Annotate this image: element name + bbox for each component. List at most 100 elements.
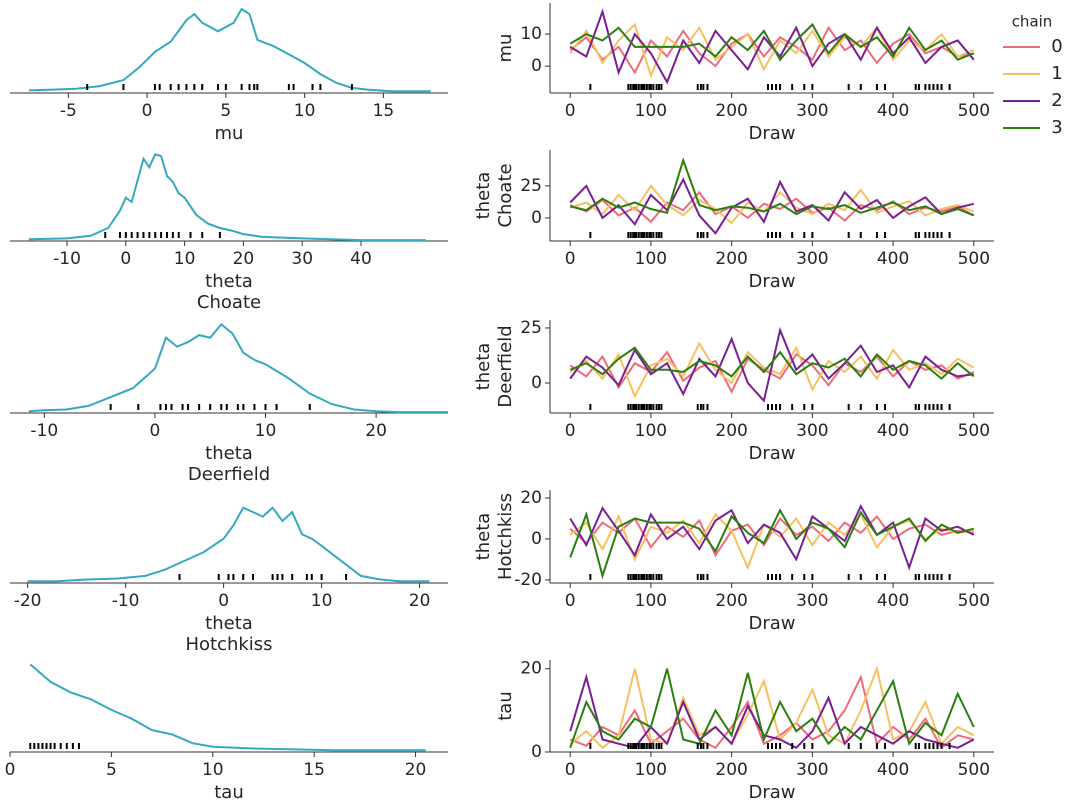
x-tick-label: 0 (120, 249, 131, 269)
trace-line (569, 190, 975, 224)
x-tick-label: 30 (291, 249, 313, 269)
x-tick-label: 100 (635, 421, 667, 441)
y-tick-label: 20 (520, 488, 542, 508)
trace-line (569, 326, 974, 403)
x-tick-label: 500 (958, 101, 990, 121)
y-axis-label: theta (473, 172, 494, 220)
x-tick-label: 40 (350, 249, 372, 269)
x-tick-label: 100 (635, 591, 667, 611)
y-tick-label: 20 (520, 659, 542, 679)
trace-line (569, 674, 975, 750)
density-line (29, 663, 426, 752)
x-tick-label: 20 (409, 591, 431, 611)
x-axis-label: Draw (748, 613, 795, 634)
x-tick-label: 10 (294, 101, 316, 121)
trace-line (569, 504, 975, 571)
y-tick-label: 0 (531, 208, 542, 228)
x-axis-label: Draw (748, 782, 795, 803)
y-tick-label: 0 (531, 373, 542, 393)
x-axis-label: Draw (748, 271, 795, 292)
x-axis-label: theta (205, 443, 253, 464)
legend-label: 3 (1051, 117, 1062, 138)
y-axis-label: mu (495, 34, 516, 63)
x-tick-label: 0 (142, 101, 153, 121)
x-tick-label: -5 (60, 101, 77, 121)
y-tick-label: 10 (520, 24, 542, 44)
x-tick-label: 0 (565, 249, 576, 269)
trace-line (569, 22, 975, 79)
x-tick-label: 200 (715, 421, 747, 441)
legend-title: chain (1012, 13, 1053, 31)
trace-line (569, 512, 974, 571)
x-axis-label: theta (205, 271, 253, 292)
density-line (27, 506, 430, 583)
y-tick-label: 25 (520, 318, 542, 338)
x-tick-label: 300 (796, 101, 828, 121)
x-axis-label: tau (214, 782, 244, 803)
y-axis-label: theta (473, 343, 494, 391)
y-axis-label: Hotchkiss (495, 493, 516, 580)
density-line (28, 323, 448, 414)
x-tick-label: 100 (635, 249, 667, 269)
y-tick-label: 0 (531, 529, 542, 549)
x-tick-label: -20 (14, 591, 42, 611)
x-tick-label: 200 (715, 249, 747, 269)
x-tick-label: 200 (715, 101, 747, 121)
x-tick-label: 400 (877, 591, 909, 611)
x-tick-label: 0 (5, 760, 16, 780)
x-tick-label: 300 (796, 760, 828, 780)
x-tick-label: 400 (877, 760, 909, 780)
x-axis-label: Choate (197, 292, 261, 313)
x-tick-label: 300 (796, 591, 828, 611)
x-tick-label: 300 (796, 249, 828, 269)
x-tick-label: 0 (218, 591, 229, 611)
x-tick-label: -10 (53, 249, 81, 269)
x-tick-label: 500 (958, 421, 990, 441)
legend-label: 2 (1051, 90, 1062, 111)
x-tick-label: 200 (715, 760, 747, 780)
x-tick-label: 20 (365, 421, 387, 441)
x-tick-label: 10 (202, 760, 224, 780)
y-tick-label: -20 (514, 570, 542, 590)
trace-line (569, 341, 975, 399)
y-axis-label: Choate (495, 163, 516, 227)
y-tick-label: 0 (531, 56, 542, 76)
x-axis-label: Deerfield (188, 464, 270, 485)
y-tick-label: 25 (520, 176, 542, 196)
x-tick-label: 500 (958, 760, 990, 780)
x-axis-label: theta (205, 613, 253, 634)
x-tick-label: 100 (635, 760, 667, 780)
x-axis-label: Draw (748, 443, 795, 464)
x-tick-label: 100 (635, 101, 667, 121)
trace-line (569, 665, 975, 750)
x-tick-label: 15 (373, 101, 395, 121)
x-tick-label: 10 (311, 591, 333, 611)
y-axis-label: theta (473, 513, 494, 561)
x-tick-label: 400 (877, 101, 909, 121)
x-tick-label: 0 (149, 421, 160, 441)
density-line (28, 153, 426, 242)
x-tick-label: 300 (796, 421, 828, 441)
x-tick-label: 0 (565, 591, 576, 611)
x-tick-label: 0 (565, 101, 576, 121)
trace-line (569, 508, 975, 580)
density-line (28, 7, 431, 93)
y-axis-label: Deerfield (495, 325, 516, 407)
x-tick-label: 400 (877, 421, 909, 441)
y-tick-label: 0 (531, 742, 542, 762)
x-tick-label: 20 (233, 249, 255, 269)
x-tick-label: 0 (565, 421, 576, 441)
x-tick-label: 400 (877, 249, 909, 269)
x-axis-label: mu (215, 123, 244, 144)
x-tick-label: 5 (220, 101, 231, 121)
legend-label: 1 (1051, 63, 1062, 84)
x-tick-label: 0 (565, 760, 576, 780)
x-tick-label: 10 (174, 249, 196, 269)
x-tick-label: 20 (405, 760, 427, 780)
x-axis-label: Draw (748, 123, 795, 144)
x-tick-label: 10 (255, 421, 277, 441)
x-tick-label: 200 (715, 591, 747, 611)
x-tick-label: 500 (958, 249, 990, 269)
trace-line (569, 22, 975, 62)
